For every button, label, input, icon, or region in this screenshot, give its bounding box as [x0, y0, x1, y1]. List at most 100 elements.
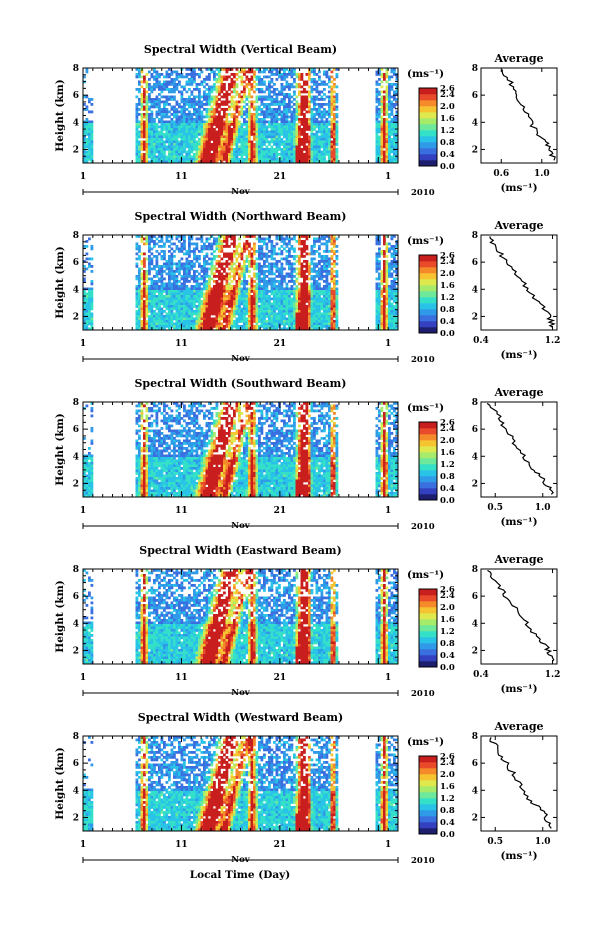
heatmap-cell — [230, 98, 234, 101]
heatmap-cell — [313, 103, 316, 106]
heatmap-cell — [240, 95, 244, 99]
heatmap-cell — [250, 158, 254, 161]
heatmap-cell — [188, 240, 191, 243]
heatmap-cell — [235, 93, 239, 96]
heatmap-cell — [260, 325, 264, 328]
heatmap-cell — [290, 285, 294, 288]
heatmap-cell — [380, 153, 384, 156]
heatmap-cell — [225, 280, 229, 283]
heatmap-cell — [163, 145, 166, 149]
heatmap-cell — [140, 237, 144, 241]
heatmap-cell — [328, 120, 331, 124]
heatmap-cell — [88, 140, 91, 144]
heatmap-cell — [278, 123, 281, 126]
heatmap-cell — [235, 322, 239, 326]
heatmap-cell — [395, 85, 399, 89]
heatmap-cell — [175, 118, 179, 121]
heatmap-cell — [163, 317, 166, 321]
heatmap-cell — [298, 128, 301, 131]
heatmap-cell — [243, 105, 246, 109]
heatmap-cell — [158, 85, 161, 89]
heatmap-cell — [178, 302, 181, 306]
heatmap-cell — [188, 247, 191, 251]
heatmap-cell — [188, 160, 191, 164]
heatmap-cell — [188, 145, 191, 149]
heatmap-cell — [160, 320, 164, 323]
heatmap-cell — [188, 110, 191, 114]
heatmap-cell — [238, 93, 241, 96]
heatmap-cell — [303, 133, 306, 136]
heatmap-cell — [90, 287, 94, 291]
heatmap-cell — [163, 153, 166, 156]
heatmap-cell — [235, 83, 239, 86]
heatmap-cell — [383, 150, 386, 154]
heatmap-cell — [218, 285, 221, 288]
heatmap-cell — [390, 145, 394, 149]
heatmap-cell — [208, 118, 211, 121]
heatmap-cell — [300, 292, 304, 296]
heatmap-cell — [243, 280, 246, 283]
heatmap-cell — [333, 160, 336, 164]
heatmap-cell — [298, 317, 301, 321]
heatmap-cell — [305, 103, 309, 106]
heatmap-cell — [215, 133, 219, 136]
heatmap-cell — [158, 105, 161, 109]
heatmap-cell — [145, 315, 149, 318]
heatmap-cell — [278, 125, 281, 129]
heatmap-cell — [170, 70, 174, 74]
heatmap-cell — [145, 307, 149, 311]
heatmap-cell — [150, 105, 154, 109]
heatmap-cell — [193, 128, 196, 131]
heatmap-cell — [205, 148, 209, 151]
heatmap-cell — [190, 123, 194, 126]
heatmap-cell — [300, 235, 304, 238]
heatmap-cell — [293, 287, 296, 291]
heatmap-cell — [198, 290, 201, 293]
heatmap-cell — [260, 310, 264, 313]
heatmap-cell — [288, 120, 291, 124]
heatmap-cell — [178, 110, 181, 114]
heatmap-cell — [185, 277, 189, 281]
heatmap-cell — [225, 100, 229, 104]
heatmap-cell — [153, 88, 156, 91]
heatmap-cell — [388, 143, 391, 146]
heatmap-cell — [203, 322, 206, 326]
heatmap-cell — [265, 265, 269, 268]
heatmap-cell — [285, 118, 289, 121]
heatmap-cell — [230, 115, 234, 119]
heatmap-cell — [290, 133, 294, 136]
heatmap-cell — [135, 302, 139, 306]
heatmap-cell — [213, 297, 216, 301]
heatmap-cell — [158, 153, 161, 156]
heatmap-cell — [180, 138, 184, 141]
heatmap-cell — [163, 287, 166, 291]
heatmap-cell — [173, 105, 176, 109]
heatmap-cell — [273, 155, 276, 159]
heatmap-cell — [150, 305, 154, 308]
heatmap-cell — [235, 128, 239, 131]
heatmap-cell — [173, 125, 176, 129]
heatmap-cell — [210, 135, 214, 139]
heatmap-cell — [260, 277, 264, 281]
heatmap-cell — [203, 108, 206, 111]
heatmap-cell — [393, 128, 396, 131]
heatmap-cell — [205, 247, 209, 251]
heatmap-cell — [178, 272, 181, 276]
heatmap-cell — [183, 295, 186, 298]
heatmap-cell — [268, 150, 271, 154]
heatmap-cell — [198, 118, 201, 121]
heatmap-cell — [210, 310, 214, 313]
heatmap-cell — [200, 135, 204, 139]
heatmap-cell — [288, 128, 291, 131]
heatmap-cell — [290, 237, 294, 241]
heatmap-cell — [263, 95, 266, 99]
heatmap-cell — [243, 267, 246, 271]
heatmap-cell — [235, 150, 239, 154]
heatmap-cell — [388, 75, 391, 79]
heatmap-cell — [180, 113, 184, 116]
heatmap-cell — [148, 115, 151, 119]
heatmap-cell — [295, 138, 299, 141]
heatmap-cell — [275, 262, 279, 266]
heatmap-cell — [395, 83, 399, 86]
heatmap-cell — [218, 78, 221, 81]
